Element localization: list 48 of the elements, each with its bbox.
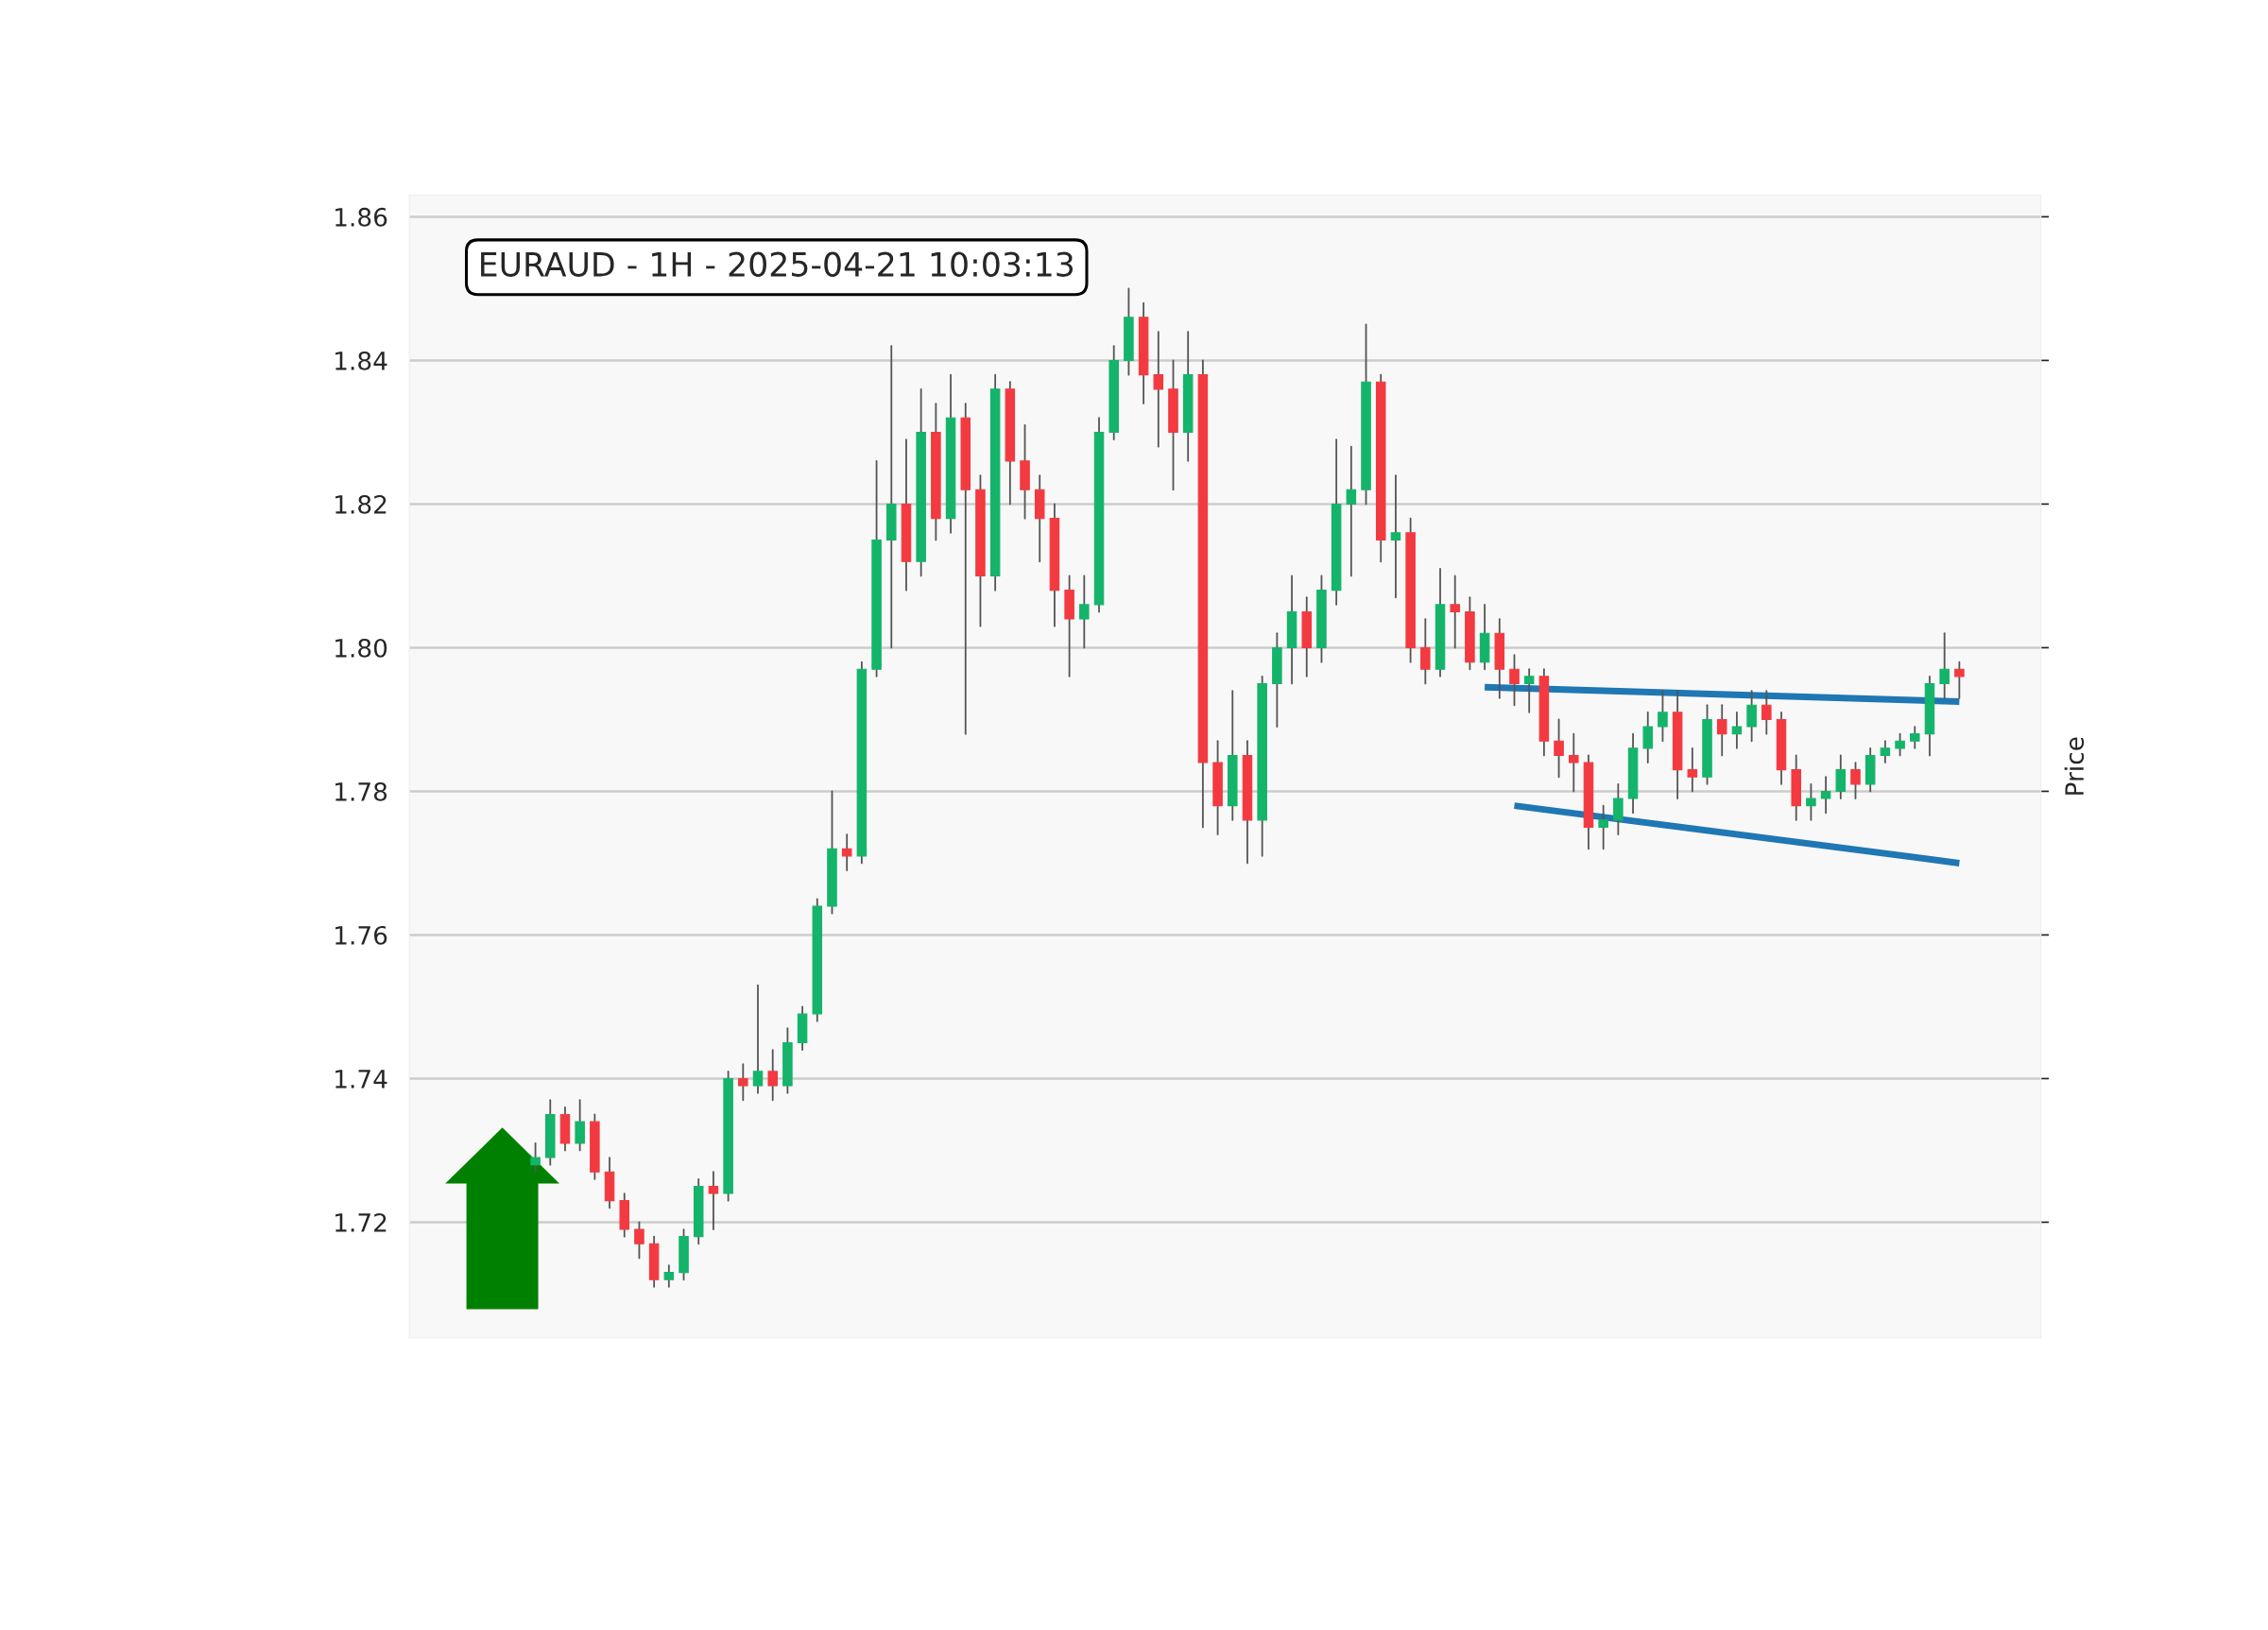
candlestick [1731,711,1743,749]
candlestick [1598,804,1608,850]
candlestick [1910,726,1920,749]
candlestick [1835,754,1847,799]
candlestick [1806,782,1816,821]
candlestick [1569,732,1579,793]
y-tick-label: 1.72 [335,1212,387,1232]
candlestick [1153,331,1164,448]
y-tick-label: 1.76 [335,925,387,945]
candlestick [1390,474,1401,599]
candlestick [1716,704,1727,757]
y-tick-label: 1.84 [335,351,387,370]
candlestick [663,1264,675,1288]
candlestick [1420,618,1431,685]
y-axis-title: Price [2064,737,2085,795]
candlestick [1554,718,1564,779]
candlestick [1820,776,1831,815]
candlestick [1761,690,1772,735]
candlestick [530,1141,541,1174]
candlestick [1079,575,1090,649]
candlestick [767,1049,778,1102]
candlestick [1954,661,1965,699]
candlestick [1746,690,1757,743]
candlestick [738,1063,748,1102]
y-tick-label: 1.80 [335,638,387,658]
candlestick [1642,711,1654,764]
y-tick-label: 1.82 [335,494,387,514]
candlestick [1523,668,1535,713]
candlestick [841,833,852,871]
y-tick-label: 1.86 [335,207,387,227]
candlestick [1613,782,1624,835]
y-tick-label: 1.78 [335,781,387,801]
candlestick [708,1171,719,1230]
candlestick [886,345,897,649]
candlestick [575,1099,585,1152]
candlestick [1450,575,1460,649]
candlestick [1895,732,1905,757]
candlestick [1658,690,1668,743]
candlestick [1880,740,1891,764]
y-tick-label: 1.74 [335,1070,387,1089]
candlestick [634,1221,644,1260]
candlestick [1509,654,1520,707]
candlestick [1850,762,1861,799]
candlestick [1687,746,1698,793]
candlestick [1939,632,1950,699]
text: EURAUD - 1H - 2025-04-21 10:03:13 [481,251,1074,277]
candlestick [1346,445,1357,577]
candlestick [752,984,764,1094]
